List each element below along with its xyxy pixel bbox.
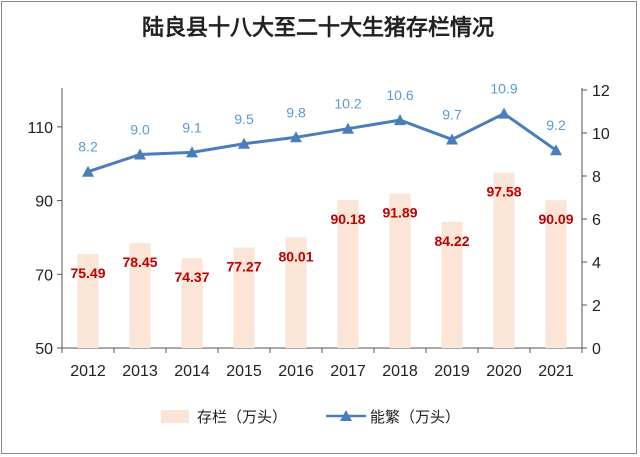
- data-labels: 75.49 78.45 74.37 77.27 80.01 90.18 91.89 84.22…: [70, 81, 573, 286]
- line-point-triangle: [290, 131, 302, 143]
- bar-data-label: 91.89: [382, 205, 417, 221]
- x-tick-label: 2012: [70, 363, 106, 380]
- axes: 50 70 90 110 0 2 4 6 8 10 12 2012 2013 2014 2015 2016 20…: [27, 83, 609, 380]
- bar: [233, 247, 255, 348]
- line-point-triangle: [342, 122, 354, 134]
- bar: [285, 237, 307, 348]
- x-tick-label: 2013: [122, 363, 158, 380]
- x-tick-label: 2014: [174, 363, 210, 380]
- y-right-tick-label: 2: [592, 298, 601, 315]
- legend: 存栏（万头） 能繁（万头）: [161, 408, 460, 426]
- bar-data-label: 97.58: [486, 184, 521, 200]
- line-data-label: 9.1: [182, 119, 202, 135]
- bar-data-label: 75.49: [70, 265, 105, 281]
- x-tick-label: 2020: [486, 363, 522, 380]
- bar: [337, 199, 359, 348]
- chart-title: 陆良县十八大至二十大生猪存栏情况: [142, 15, 494, 41]
- line-series: [82, 107, 562, 177]
- y-left-tick-label: 70: [35, 267, 53, 284]
- bar-data-label: 90.18: [330, 211, 365, 227]
- bar-data-label: 84.22: [434, 233, 469, 249]
- bar: [441, 221, 463, 348]
- legend-label-bar: 存栏（万头）: [197, 408, 287, 426]
- line-data-label: 10.6: [386, 87, 413, 103]
- y-right-tick-label: 8: [592, 169, 601, 186]
- x-tick-label: 2016: [278, 363, 314, 380]
- y-right-tick-label: 6: [592, 212, 601, 229]
- y-right-tick-label: 4: [592, 255, 601, 272]
- line-point-triangle: [134, 148, 146, 160]
- line-data-label: 9.8: [286, 104, 306, 120]
- bar: [181, 258, 203, 348]
- line-path: [87, 111, 557, 174]
- y-right-tick-label: 12: [592, 83, 610, 100]
- line-data-label: 9.2: [546, 117, 566, 133]
- line-data-label: 10.9: [490, 81, 517, 97]
- bar: [77, 254, 99, 348]
- y-right-tick-label: 10: [592, 126, 610, 143]
- y-left-tick-label: 110: [27, 120, 53, 137]
- line-point-triangle: [186, 146, 198, 158]
- line-point-triangle: [394, 114, 406, 126]
- x-tick-label: 2015: [226, 363, 262, 380]
- line-point-triangle: [82, 165, 94, 177]
- line-data-label: 9.0: [130, 122, 150, 138]
- line-data-label: 9.5: [234, 111, 254, 127]
- y-right-tick-label: 0: [592, 341, 601, 358]
- y-left-tick-label: 50: [35, 341, 53, 358]
- x-tick-label: 2017: [330, 363, 366, 380]
- line-data-label: 10.2: [334, 96, 361, 112]
- bar: [493, 172, 515, 348]
- legend-triangle-marker-icon: [340, 410, 352, 421]
- bar: [389, 193, 411, 348]
- bar-data-label: 78.45: [122, 254, 157, 270]
- line-point-triangle: [498, 107, 510, 119]
- x-tick-label: 2018: [382, 363, 418, 380]
- line-point-triangle: [550, 144, 562, 156]
- line-data-label: 9.7: [442, 106, 462, 122]
- line-data-label: 8.2: [78, 139, 98, 155]
- bar: [545, 200, 567, 348]
- y-left-tick-label: 90: [35, 194, 53, 211]
- bar-data-label: 77.27: [226, 258, 261, 274]
- bar: [129, 243, 151, 348]
- bar-series: [77, 172, 567, 348]
- legend-label-line: 能繁（万头）: [370, 408, 460, 426]
- line-point-triangle: [238, 137, 250, 149]
- legend-swatch-bar: [161, 410, 189, 423]
- bar-data-label: 80.01: [278, 248, 313, 264]
- x-tick-label: 2021: [538, 363, 574, 380]
- line-point-triangle: [446, 133, 458, 145]
- bar-data-label: 90.09: [538, 211, 573, 227]
- bar-data-label: 74.37: [174, 269, 209, 285]
- x-tick-label: 2019: [434, 363, 470, 380]
